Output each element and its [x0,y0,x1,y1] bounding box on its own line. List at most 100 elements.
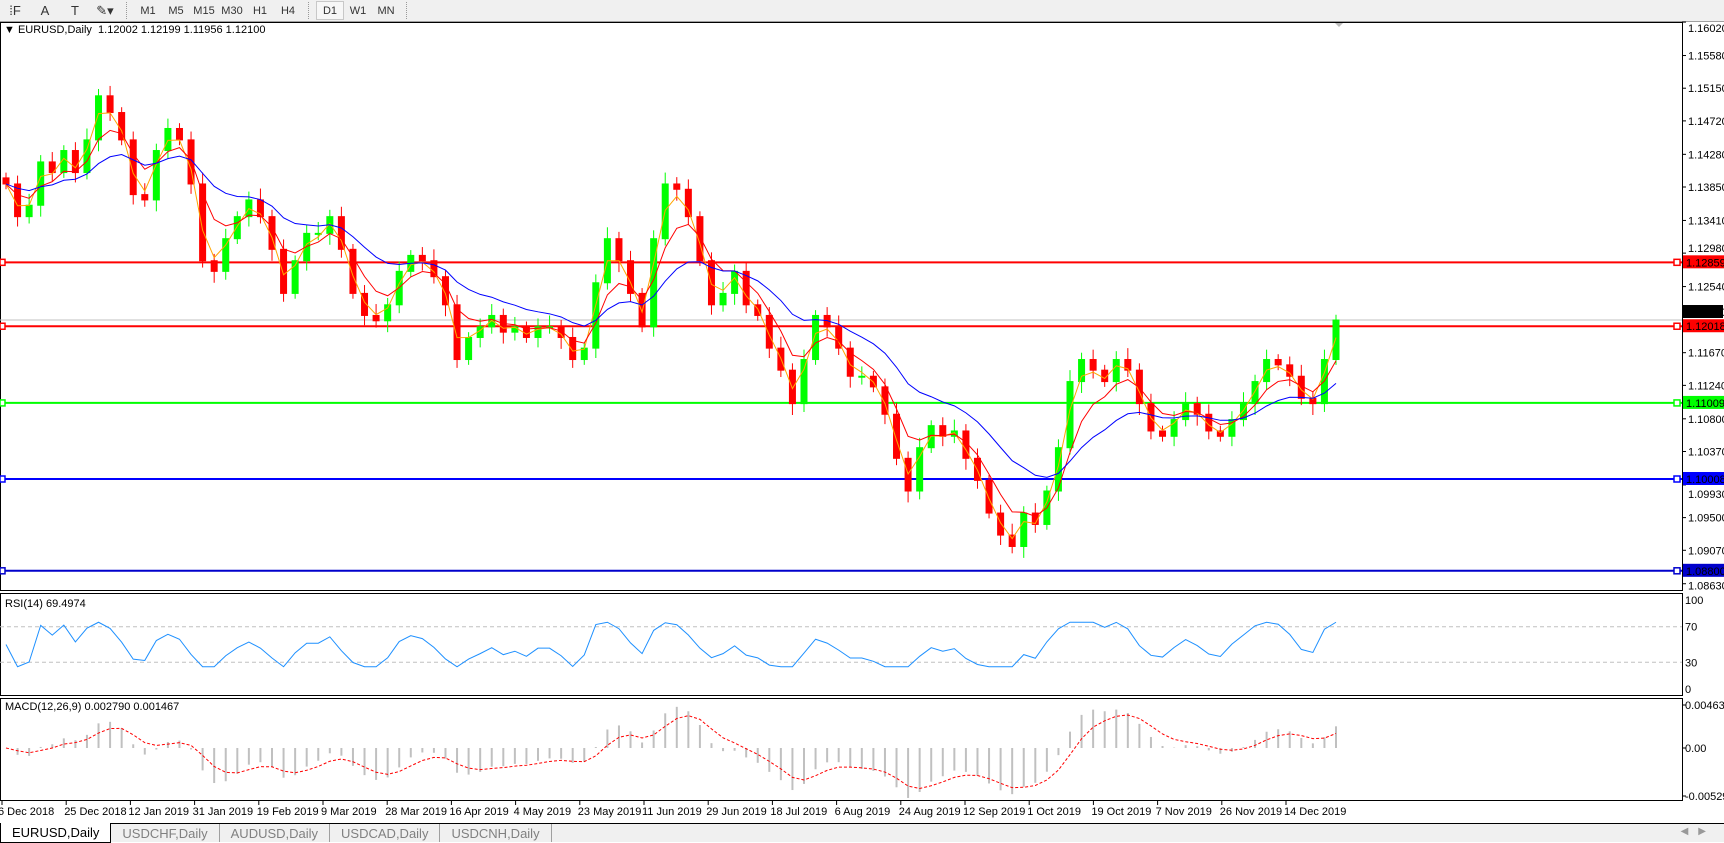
chart-title: ▼ EURUSD,Daily 1.12002 1.12199 1.11956 1… [4,24,265,36]
candle-body [1193,403,1201,415]
candle-body [488,314,496,328]
candle-body [1078,359,1086,383]
candle-body [1251,381,1259,405]
macd-tick-label: 0.00 [1685,743,1706,755]
text-icon[interactable]: A [40,3,50,18]
tab-eurusd[interactable]: EURUSD,Daily [0,823,112,843]
price-tick-label: 1.14720 [1688,116,1724,128]
timeframe-h4-button[interactable]: H4 [280,4,296,17]
line-anchor-left[interactable] [0,475,6,483]
candle-body [25,204,33,218]
line-anchor-right[interactable] [1673,567,1681,575]
date-tick-label: 1 Oct 2019 [1027,806,1081,818]
candle-body [2,177,10,185]
grid-icon[interactable]: ⁞F [9,3,21,18]
date-tick-label: 29 Jun 2019 [706,806,767,818]
candle-body [835,326,843,349]
line-anchor-left[interactable] [0,258,6,267]
shapes-icon[interactable]: ✎▾ [96,2,114,18]
text-label-icon[interactable]: T [71,3,79,18]
horizontal-line-price-label: 1.11009 [1686,398,1724,410]
candle-body [684,188,692,218]
date-tick-label: 6 Dec 2018 [0,806,54,818]
tab-usdcnh[interactable]: USDCNH,Daily [440,824,552,842]
ma-mid-line [5,129,1337,517]
date-tick-label: 12 Sep 2019 [963,806,1025,818]
timeframe-m5-button[interactable]: M5 [168,4,184,17]
date-tick-label: 31 Jan 2019 [193,806,254,818]
candle-body [812,314,820,361]
chart-shift-marker-icon [1335,23,1343,27]
candle-body [453,304,461,361]
candle-body [222,238,230,272]
candle-body [71,150,79,174]
candle-body [95,95,103,141]
candle-body [1020,512,1028,547]
symbol-title: EURUSD,Daily [17,24,92,36]
line-anchor-right[interactable] [1673,399,1681,407]
price-tick-label: 1.09070 [1688,545,1724,557]
line-anchor-left[interactable] [0,322,6,330]
candle-body [1159,430,1167,437]
candle-body [1170,419,1178,437]
tab-usdchf[interactable]: USDCHF,Daily [111,824,220,842]
date-tick-label: 24 Aug 2019 [899,806,961,818]
date-tick-label: 18 Jul 2019 [770,806,827,818]
candle-body [361,292,369,316]
date-tick-label: 19 Oct 2019 [1091,806,1151,818]
candle-body [858,375,866,378]
date-tick-label: 12 Jan 2019 [128,806,189,818]
candle-body [893,413,901,459]
rsi-tick-label: 100 [1685,595,1703,607]
candle-body [569,336,577,361]
candle-body [985,479,993,514]
candle-body [1274,359,1282,366]
candle-body [916,447,924,492]
toolbar-separator [406,2,408,19]
candle-body [152,150,160,201]
rsi-tick-label: 70 [1685,622,1697,634]
tab-scroll-arrows[interactable]: ◀▶ [1680,826,1716,837]
candle-body [129,139,137,196]
date-tick-label: 19 Feb 2019 [257,806,319,818]
candle-body [939,425,947,437]
candle-body [1228,419,1236,437]
line-anchor-right[interactable] [1673,258,1681,267]
price-tick-label: 1.11670 [1688,348,1724,360]
candle-body [1089,359,1097,371]
line-anchor-right[interactable] [1673,322,1681,330]
tab-usdcad[interactable]: USDCAD,Daily [330,824,441,842]
candle-body [303,232,311,262]
timeframe-m1-button[interactable]: M1 [140,4,156,17]
horizontal-line-price-badge [1683,319,1724,333]
timeframe-mn-button[interactable]: MN [377,4,395,17]
candle-body [1239,403,1247,421]
price-tick-label: 1.11240 [1688,380,1724,392]
candle-body [384,304,392,322]
timeframe-m30-button[interactable]: M30 [221,4,243,17]
candle-body [291,260,299,294]
collapse-triangle-icon[interactable]: ▼ [4,24,15,36]
tab-audusd[interactable]: AUDUSD,Daily [220,824,331,842]
timeframe-h1-button[interactable]: H1 [252,4,268,17]
timeframe-m15-button[interactable]: M15 [193,4,215,17]
line-anchor-right[interactable] [1673,475,1681,483]
ma-fast-line [5,112,1337,540]
line-anchor-left[interactable] [0,399,6,407]
candle-body [48,161,56,174]
candle-body [199,183,207,262]
date-tick-label: 9 Mar 2019 [321,806,377,818]
price-tick-label: 1.12540 [1688,282,1724,294]
candle-body [141,194,149,201]
line-anchor-left[interactable] [0,567,6,575]
candle-body [37,161,45,206]
candle-body [465,336,473,361]
timeframe-w1-button[interactable]: W1 [349,4,367,17]
price-tick-label: 1.08630 [1688,581,1724,593]
date-tick-label: 26 Nov 2019 [1220,806,1282,818]
price-tick-label: 1.13410 [1688,215,1724,227]
macd-label: MACD(12,26,9) 0.002790 0.001467 [5,701,180,713]
price-tick-label: 1.15580 [1688,51,1724,63]
timeframe-d1-button[interactable]: D1 [316,1,344,20]
